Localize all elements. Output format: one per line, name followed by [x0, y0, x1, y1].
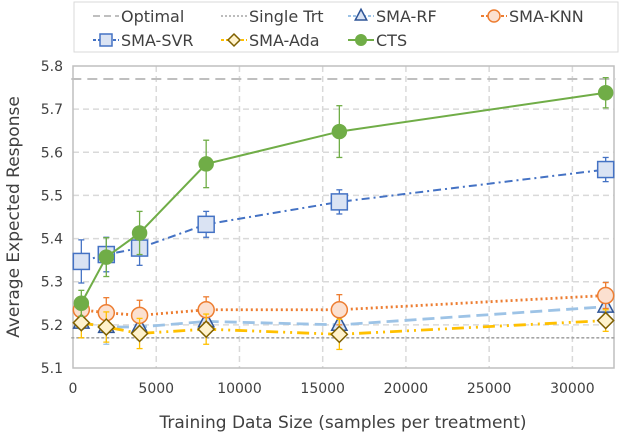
series-sma-svr: [72, 156, 615, 284]
x-tick-label: 15000: [300, 381, 345, 397]
series-line: [81, 319, 606, 336]
legend-label: SMA-RF: [376, 7, 437, 26]
legend-marker: [355, 34, 367, 46]
y-tick-label: 5.8: [41, 59, 63, 75]
y-axis-label: Average Expected Response: [4, 96, 24, 338]
plot-area-border: [72, 65, 615, 369]
data-point: [330, 325, 349, 344]
axes: 5.1 5.2 5.3 5.4 5.5 5.6 5.7 5.8 0 5000 10000 15000 2…: [41, 59, 615, 397]
data-point: [72, 252, 91, 271]
data-point: [596, 286, 615, 305]
legend-item-single-trt: Single Trt: [221, 7, 324, 26]
y-tick-label: 5.6: [41, 145, 63, 161]
data-point: [330, 193, 349, 211]
y-tick-label: 5.7: [41, 102, 63, 118]
data-point: [72, 313, 91, 332]
legend-item-sma-knn: SMA-KNN: [481, 7, 584, 26]
legend-label: SMA-Ada: [249, 31, 320, 50]
legend-label: SMA-SVR: [121, 31, 194, 50]
data-point: [98, 249, 115, 265]
legend-label: SMA-KNN: [509, 7, 584, 26]
y-tick-label: 5.5: [41, 188, 63, 204]
data-point: [73, 295, 90, 312]
data-point: [331, 123, 348, 140]
y-tick-label: 5.2: [41, 318, 63, 334]
legend-marker: [487, 9, 501, 23]
grid: [73, 66, 614, 368]
x-tick-label: 5000: [138, 381, 174, 397]
data-point: [198, 156, 214, 172]
x-tick-label: 25000: [467, 381, 512, 397]
x-tick-label: 20000: [384, 381, 429, 397]
legend: Optimal Single Trt SMA-RF SMA-KNN SMA-SVR SMA…: [73, 1, 619, 53]
data-point: [596, 160, 615, 179]
series-sma-ada: [72, 306, 615, 351]
data-point: [130, 324, 149, 343]
data-point: [597, 84, 614, 101]
series-line: [81, 168, 606, 263]
x-tick-label: 0: [69, 381, 78, 397]
series-layer: [71, 76, 616, 351]
legend-marker: [99, 33, 113, 47]
y-tick-label: 5.4: [41, 232, 63, 248]
legend-item-sma-ada: SMA-Ada: [221, 31, 320, 50]
x-tick-label: 10000: [217, 381, 262, 397]
x-tick-label: 30000: [550, 381, 595, 397]
legend-label: Optimal: [121, 7, 184, 26]
series-cts: [73, 76, 614, 317]
data-point: [97, 317, 116, 337]
legend-item-sma-rf: SMA-RF: [348, 7, 437, 26]
data-point: [197, 215, 215, 234]
data-point: [330, 301, 349, 319]
y-tick-label: 5.3: [41, 275, 63, 291]
data-point: [596, 311, 615, 330]
data-point: [131, 225, 148, 241]
legend-label: Single Trt: [249, 7, 324, 26]
legend-item-optimal: Optimal: [93, 7, 184, 26]
legend-box: [73, 1, 619, 53]
legend-marker: [226, 32, 242, 48]
legend-item-cts: CTS: [348, 31, 407, 50]
legend-marker: [354, 7, 368, 21]
y-tick-label: 5.1: [41, 361, 63, 377]
x-axis-label: Training Data Size (samples per treatmen…: [158, 413, 526, 433]
data-point: [197, 320, 216, 339]
legend-label: CTS: [376, 31, 407, 50]
legend-item-sma-svr: SMA-SVR: [93, 31, 194, 50]
series-line: [80, 91, 606, 304]
